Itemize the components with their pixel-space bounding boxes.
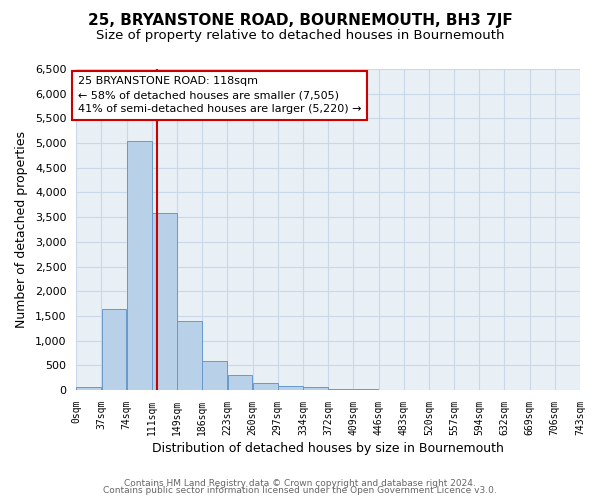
Text: 25 BRYANSTONE ROAD: 118sqm
← 58% of detached houses are smaller (7,505)
41% of s: 25 BRYANSTONE ROAD: 118sqm ← 58% of deta… — [77, 76, 361, 114]
Bar — [177, 321, 202, 390]
Bar — [202, 362, 227, 390]
Bar — [227, 376, 253, 390]
Bar — [127, 140, 152, 390]
Text: Contains public sector information licensed under the Open Government Licence v3: Contains public sector information licen… — [103, 486, 497, 495]
Bar — [253, 382, 278, 390]
Bar — [278, 386, 303, 390]
Text: 25, BRYANSTONE ROAD, BOURNEMOUTH, BH3 7JF: 25, BRYANSTONE ROAD, BOURNEMOUTH, BH3 7J… — [88, 12, 512, 28]
Bar — [328, 388, 353, 390]
Bar — [101, 308, 127, 390]
Bar — [152, 213, 177, 390]
Text: Size of property relative to detached houses in Bournemouth: Size of property relative to detached ho… — [96, 29, 504, 42]
X-axis label: Distribution of detached houses by size in Bournemouth: Distribution of detached houses by size … — [152, 442, 504, 455]
Bar — [303, 388, 328, 390]
Bar — [76, 386, 101, 390]
Y-axis label: Number of detached properties: Number of detached properties — [15, 131, 28, 328]
Text: Contains HM Land Registry data © Crown copyright and database right 2024.: Contains HM Land Registry data © Crown c… — [124, 478, 476, 488]
